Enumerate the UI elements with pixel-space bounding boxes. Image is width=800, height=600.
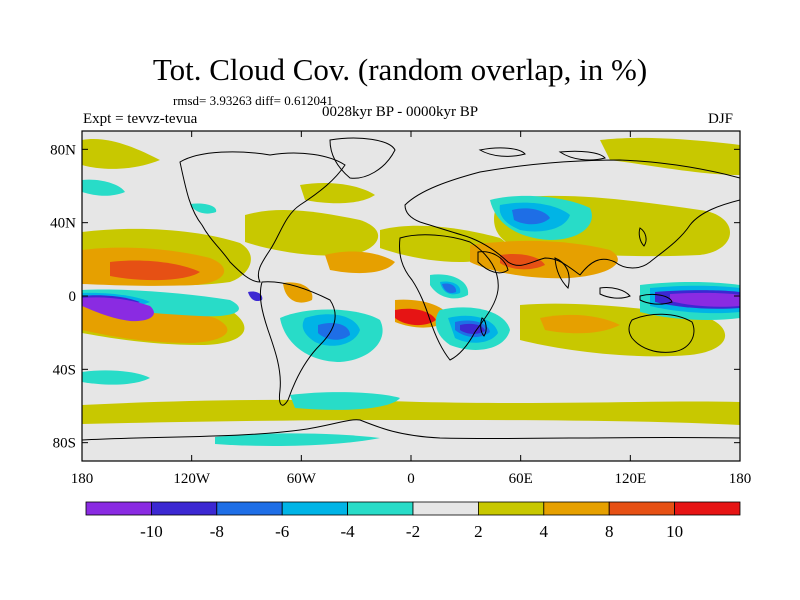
colorbar-label: -8 <box>210 522 224 541</box>
colorbar-label: 4 <box>540 522 549 541</box>
x-tick-label: 60W <box>287 471 317 487</box>
x-tick-label: 0 <box>407 471 415 487</box>
axis-ticks: 180 120W 60W 0 60E 120E 180 80N 40N 0 40S 80S <box>50 131 751 487</box>
period-label: 0028kyr BP - 0000kyr BP <box>322 104 479 120</box>
coastlines <box>82 137 740 441</box>
chart-title: Tot. Cloud Cov. (random overlap, in %) <box>152 52 648 87</box>
x-tick-label: 120W <box>173 471 211 487</box>
colorbar: -10 -8 -6 -4 -2 2 4 8 10 <box>85 501 741 541</box>
colorbar-label: -10 <box>140 522 163 541</box>
colorbar-swatch <box>216 501 283 516</box>
colorbar-label: -2 <box>406 522 420 541</box>
y-tick-label: 40N <box>50 216 76 232</box>
colorbar-swatch <box>281 501 349 516</box>
colorbar-swatch <box>674 501 741 516</box>
experiment-label: Expt = tevvz-tevua <box>83 111 198 127</box>
colorbar-swatch <box>608 501 676 516</box>
colorbar-swatch <box>347 501 414 516</box>
colorbar-swatch <box>412 501 479 516</box>
colorbar-swatch <box>85 501 152 516</box>
x-tick-label: 120E <box>614 471 646 487</box>
colorbar-swatch <box>543 501 610 516</box>
colorbar-label: -6 <box>275 522 289 541</box>
map-area <box>82 131 740 461</box>
colorbar-label: 10 <box>666 522 683 541</box>
season-label: DJF <box>708 111 734 127</box>
x-tick-label: 180 <box>729 471 752 487</box>
colorbar-label: 8 <box>605 522 614 541</box>
y-tick-label: 80S <box>53 436 76 452</box>
colorbar-swatch <box>150 501 218 516</box>
band-layer-redorange <box>110 254 545 281</box>
band-layer-red <box>395 308 436 326</box>
y-tick-label: 40S <box>53 362 76 378</box>
rmsd-diff-stats: rmsd= 3.93263 diff= 0.612041 <box>173 93 333 108</box>
colorbar-swatch <box>477 501 545 516</box>
band-layer-purple <box>82 292 740 322</box>
y-tick-label: 80N <box>50 142 76 158</box>
colorbar-label: 2 <box>474 522 483 541</box>
x-tick-label: 180 <box>71 471 94 487</box>
x-tick-label: 60E <box>509 471 533 487</box>
colorbar-label: -4 <box>341 522 356 541</box>
y-tick-label: 0 <box>69 289 77 305</box>
